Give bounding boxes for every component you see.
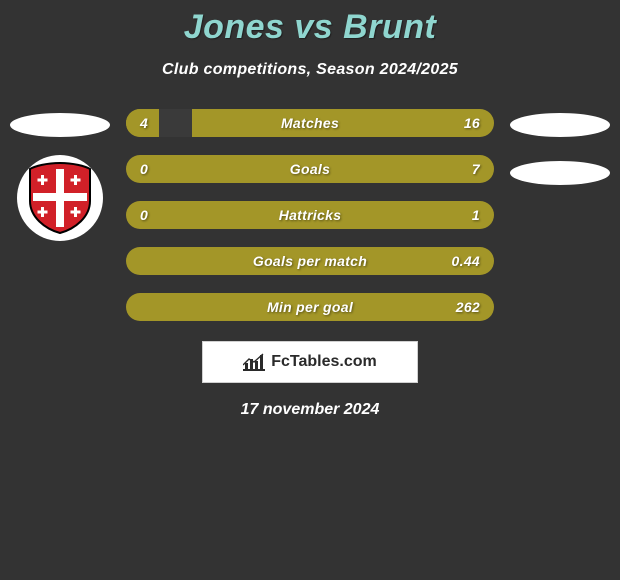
date-label: 17 november 2024 [0, 401, 620, 419]
stat-name: Goals per match [126, 247, 494, 275]
stat-value-right: 7 [472, 155, 480, 183]
page-title: Jones vs Brunt [0, 8, 620, 47]
stat-value-right: 16 [464, 109, 480, 137]
barchart-icon [243, 353, 265, 371]
left-player-col [0, 109, 120, 241]
stat-name: Matches [126, 109, 494, 137]
attribution-badge: FcTables.com [202, 341, 418, 383]
stat-bar: 0 Hattricks 1 [126, 201, 494, 229]
stat-name: Goals [126, 155, 494, 183]
stat-value-right: 262 [456, 293, 480, 321]
stat-name: Min per goal [126, 293, 494, 321]
player-ellipse-right-2 [510, 161, 610, 185]
main-row: 4 Matches 16 0 Goals 7 0 Hattricks 1 [0, 109, 620, 321]
right-player-col [500, 109, 620, 185]
stats-bars: 4 Matches 16 0 Goals 7 0 Hattricks 1 [120, 109, 500, 321]
stat-bar: 4 Matches 16 [126, 109, 494, 137]
attribution-text: FcTables.com [271, 353, 377, 371]
stat-value-right: 0.44 [452, 247, 480, 275]
subtitle: Club competitions, Season 2024/2025 [0, 61, 620, 79]
comparison-card: Jones vs Brunt Club competitions, Season… [0, 0, 620, 419]
shield-icon [27, 161, 93, 235]
club-badge-left [17, 155, 103, 241]
stat-bar: Min per goal 262 [126, 293, 494, 321]
stat-bar: 0 Goals 7 [126, 155, 494, 183]
player-ellipse-left [10, 113, 110, 137]
stat-value-right: 1 [472, 201, 480, 229]
stat-name: Hattricks [126, 201, 494, 229]
player-ellipse-right [510, 113, 610, 137]
stat-bar: Goals per match 0.44 [126, 247, 494, 275]
